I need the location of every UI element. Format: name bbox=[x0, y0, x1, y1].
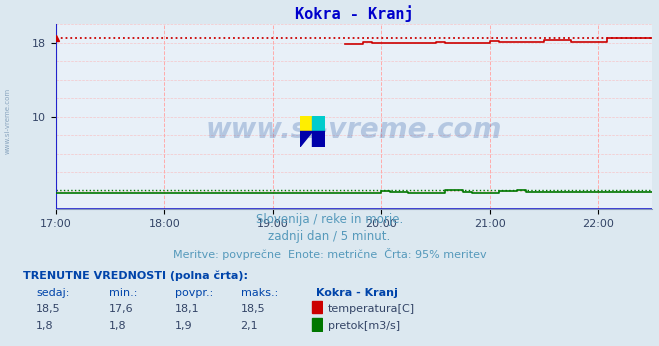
Bar bbox=[312, 131, 325, 147]
Polygon shape bbox=[300, 131, 312, 147]
Bar bbox=[312, 116, 325, 131]
Text: 1,9: 1,9 bbox=[175, 321, 192, 331]
Text: min.:: min.: bbox=[109, 288, 137, 298]
Text: TRENUTNE VREDNOSTI (polna črta):: TRENUTNE VREDNOSTI (polna črta): bbox=[23, 270, 248, 281]
Text: 18,1: 18,1 bbox=[175, 304, 199, 314]
Text: temperatura[C]: temperatura[C] bbox=[328, 304, 415, 314]
Bar bbox=[312, 318, 322, 331]
Text: 1,8: 1,8 bbox=[109, 321, 127, 331]
Text: sedaj:: sedaj: bbox=[36, 288, 70, 298]
Text: Slovenija / reke in morje.: Slovenija / reke in morje. bbox=[256, 213, 403, 226]
Text: maks.:: maks.: bbox=[241, 288, 278, 298]
Text: Kokra - Kranj: Kokra - Kranj bbox=[316, 288, 398, 298]
Text: 1,8: 1,8 bbox=[36, 321, 54, 331]
Text: pretok[m3/s]: pretok[m3/s] bbox=[328, 321, 400, 331]
Text: Meritve: povprečne  Enote: metrične  Črta: 95% meritev: Meritve: povprečne Enote: metrične Črta:… bbox=[173, 248, 486, 260]
Text: povpr.:: povpr.: bbox=[175, 288, 213, 298]
Text: 18,5: 18,5 bbox=[241, 304, 265, 314]
Title: Kokra - Kranj: Kokra - Kranj bbox=[295, 5, 414, 22]
Text: www.si-vreme.com: www.si-vreme.com bbox=[5, 88, 11, 154]
Bar bbox=[312, 301, 322, 313]
Text: 18,5: 18,5 bbox=[36, 304, 61, 314]
Text: 17,6: 17,6 bbox=[109, 304, 133, 314]
Text: 2,1: 2,1 bbox=[241, 321, 258, 331]
Text: www.si-vreme.com: www.si-vreme.com bbox=[206, 116, 502, 144]
Bar bbox=[300, 116, 312, 131]
Text: zadnji dan / 5 minut.: zadnji dan / 5 minut. bbox=[268, 230, 391, 244]
